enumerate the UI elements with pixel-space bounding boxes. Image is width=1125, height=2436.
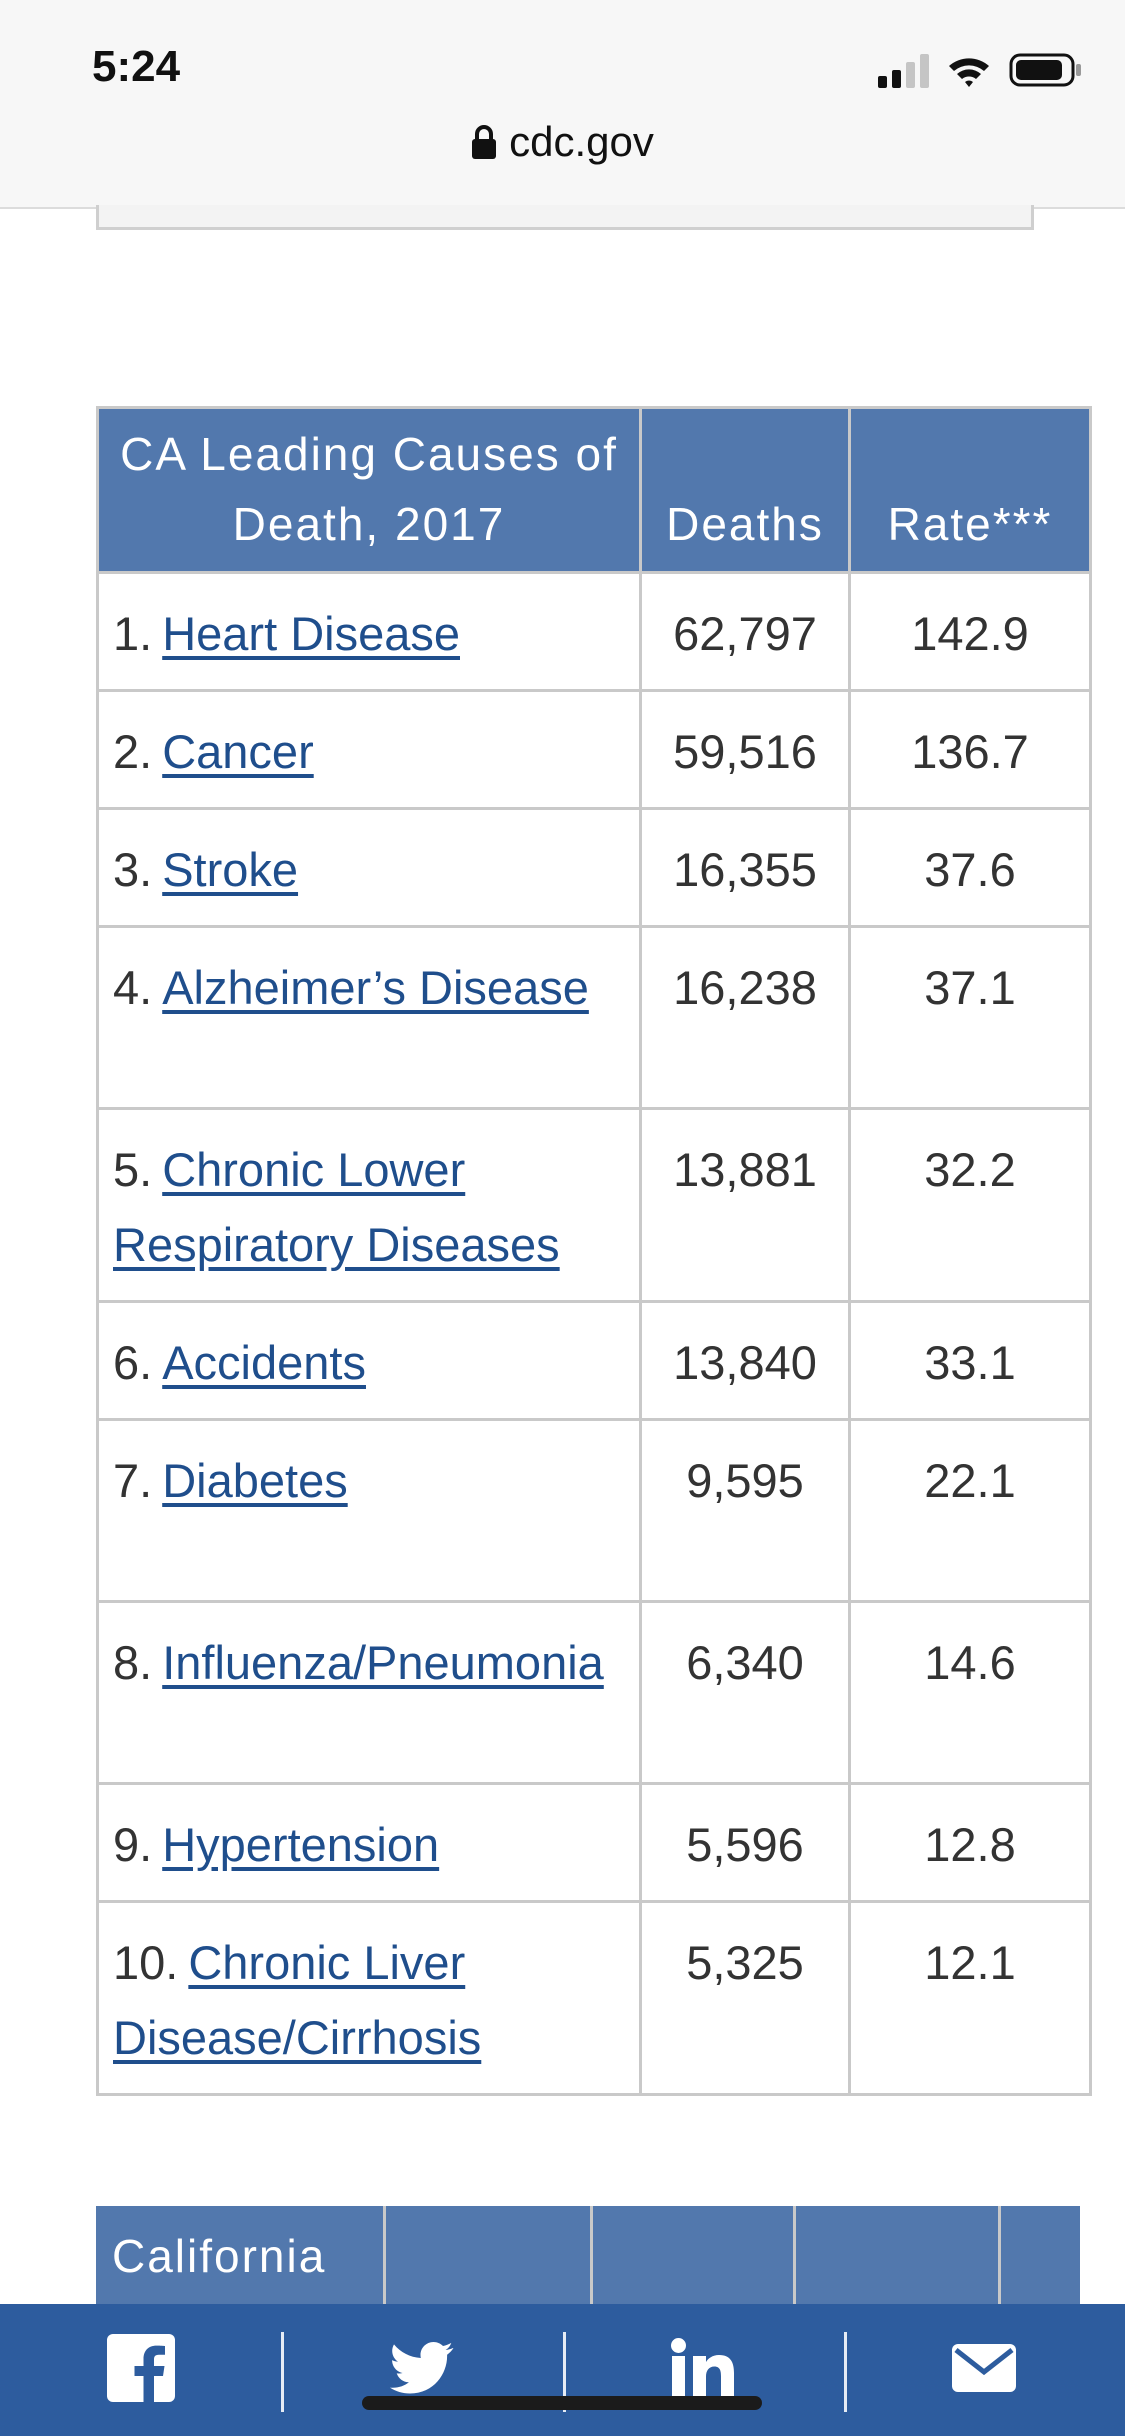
cellular-signal-icon (878, 52, 929, 88)
deaths-cell: 16,238 (639, 925, 851, 1110)
table-row: 9. Hypertension 5,596 12.8 (96, 1782, 1092, 1903)
url-text: cdc.gov (509, 118, 654, 165)
deaths-cell: 9,595 (639, 1418, 851, 1603)
cause-cell: 9. Hypertension (96, 1782, 642, 1903)
facebook-icon (106, 2333, 175, 2407)
linkedin-icon (670, 2337, 736, 2403)
rank-number: 5. (113, 1143, 153, 1196)
deaths-cell: 13,881 (639, 1107, 851, 1303)
header-cell (386, 2206, 593, 2306)
cause-cell: 3. Stroke (96, 807, 642, 928)
cause-link[interactable]: Stroke (162, 843, 299, 896)
rank-number: 10. (113, 1936, 179, 1989)
cause-cell: 8. Influenza/Pneumonia (96, 1600, 642, 1785)
status-time: 5:24 (92, 42, 181, 91)
header-cell (1001, 2206, 1080, 2306)
table-row: 1. Heart Disease 62,797 142.9 (96, 571, 1092, 692)
cause-link[interactable]: Heart Disease (162, 607, 460, 660)
deaths-cell: 6,340 (639, 1600, 851, 1785)
leading-causes-table: CA Leading Causes of Death, 2017 Deaths … (96, 406, 1092, 2096)
cause-link[interactable]: Accidents (162, 1336, 366, 1389)
rank-number: 7. (113, 1454, 153, 1507)
cause-link[interactable]: Influenza/Pneumonia (162, 1636, 604, 1689)
status-icons (878, 48, 1083, 88)
cause-cell: 4. Alzheimer’s Disease (96, 925, 642, 1110)
home-indicator (362, 2396, 762, 2410)
rate-cell: 22.1 (848, 1418, 1092, 1603)
rate-cell: 14.6 (848, 1600, 1092, 1785)
cause-link[interactable]: Chronic Lower Respiratory Diseases (113, 1143, 560, 1271)
header-cause: CA Leading Causes of Death, 2017 (96, 406, 642, 574)
table-row: 10. Chronic Liver Disease/Cirrhosis 5,325 1… (96, 1900, 1092, 2096)
header-rate: Rate*** (848, 406, 1092, 574)
rate-cell: 37.1 (848, 925, 1092, 1110)
wifi-icon (947, 54, 991, 88)
twitter-icon (389, 2341, 454, 2399)
table-body: 1. Heart Disease 62,797 142.9 2. Cancer 59,516… (96, 571, 1092, 2096)
cause-link[interactable]: Hypertension (162, 1818, 440, 1871)
table-row: 2. Cancer 59,516 136.7 (96, 689, 1092, 810)
table-row: 3. Stroke 16,355 37.6 (96, 807, 1092, 928)
rate-cell: 12.1 (848, 1900, 1092, 2096)
table-header-row: CA Leading Causes of Death, 2017 Deaths … (96, 406, 1092, 574)
share-bar (0, 2304, 1125, 2436)
address-bar[interactable]: cdc.gov (0, 118, 1125, 170)
table-row: 8. Influenza/Pneumonia 6,340 14.6 (96, 1600, 1092, 1785)
california-table-header: California (96, 2206, 1080, 2306)
rate-cell: 142.9 (848, 571, 1092, 692)
california-header-label: California (96, 2206, 387, 2306)
table-row: 7. Diabetes 9,595 22.1 (96, 1418, 1092, 1603)
header-cell (593, 2206, 797, 2306)
battery-icon (1009, 52, 1083, 88)
cause-link[interactable]: Cancer (162, 725, 314, 778)
cause-cell: 1. Heart Disease (96, 571, 642, 692)
rate-cell: 32.2 (848, 1107, 1092, 1303)
email-icon (952, 2343, 1017, 2397)
deaths-cell: 13,840 (639, 1300, 851, 1421)
deaths-cell: 16,355 (639, 807, 851, 928)
deaths-cell: 59,516 (639, 689, 851, 810)
cause-cell: 5. Chronic Lower Respiratory Diseases (96, 1107, 642, 1303)
rank-number: 1. (113, 607, 153, 660)
rank-number: 4. (113, 961, 153, 1014)
cause-cell: 7. Diabetes (96, 1418, 642, 1603)
browser-top-bar: 5:24 cdc.gov (0, 0, 1125, 209)
rate-cell: 136.7 (848, 689, 1092, 810)
header-cell (796, 2206, 1001, 2306)
cause-cell: 6. Accidents (96, 1300, 642, 1421)
table-row: 6. Accidents 13,840 33.1 (96, 1300, 1092, 1421)
share-email-button[interactable] (843, 2304, 1125, 2436)
cause-cell: 2. Cancer (96, 689, 642, 810)
deaths-cell: 5,596 (639, 1782, 851, 1903)
table-row: 5. Chronic Lower Respiratory Diseases 13,8… (96, 1107, 1092, 1303)
lock-icon (471, 122, 497, 170)
rank-number: 6. (113, 1336, 153, 1389)
previous-content-box (96, 205, 1034, 230)
share-facebook-button[interactable] (0, 2304, 281, 2436)
share-linkedin-button[interactable] (562, 2304, 844, 2436)
cause-link[interactable]: Alzheimer’s Disease (162, 961, 589, 1014)
deaths-cell: 5,325 (639, 1900, 851, 2096)
rate-cell: 33.1 (848, 1300, 1092, 1421)
cause-cell: 10. Chronic Liver Disease/Cirrhosis (96, 1900, 642, 2096)
rank-number: 2. (113, 725, 153, 778)
header-deaths: Deaths (639, 406, 851, 574)
cause-link[interactable]: Diabetes (162, 1454, 348, 1507)
table-row: 4. Alzheimer’s Disease 16,238 37.1 (96, 925, 1092, 1110)
rank-number: 8. (113, 1636, 153, 1689)
rank-number: 9. (113, 1818, 153, 1871)
rank-number: 3. (113, 843, 153, 896)
share-twitter-button[interactable] (281, 2304, 562, 2436)
rate-cell: 12.8 (848, 1782, 1092, 1903)
rate-cell: 37.6 (848, 807, 1092, 928)
deaths-cell: 62,797 (639, 571, 851, 692)
cause-link[interactable]: Chronic Liver Disease/Cirrhosis (113, 1936, 482, 2064)
